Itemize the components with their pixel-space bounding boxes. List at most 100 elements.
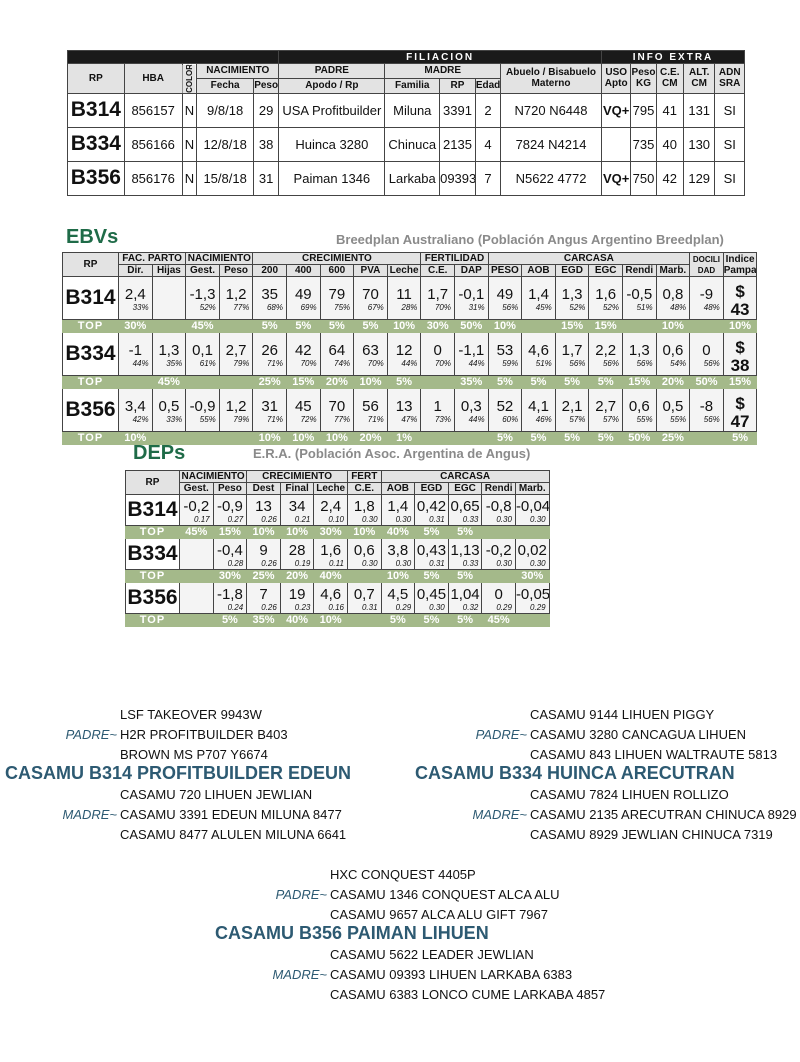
score-accuracy: 45% — [535, 303, 552, 312]
score-cell: -8 56% — [689, 388, 724, 432]
score-accuracy: 0.30 — [361, 559, 378, 568]
top-value: 10% — [722, 319, 758, 333]
score-cell: -0,5 51% — [621, 276, 657, 320]
ebv-title: EBVs — [66, 226, 119, 248]
score-value: 1,3 — [158, 342, 180, 359]
score-accuracy: 44% — [132, 359, 149, 368]
pedigree-line: CASAMU 2135 ARECUTRAN CHINUCA 8929 — [530, 807, 797, 822]
header-cell: 600 — [319, 264, 355, 277]
score-cell: $ 47 — [722, 388, 758, 432]
score-value: 2,4 — [320, 498, 342, 515]
score-value: 1,7 — [561, 342, 583, 359]
top-value: 40% — [279, 613, 315, 627]
top-value: 10% — [319, 431, 355, 445]
header-cell: Peso — [252, 77, 280, 94]
pedigree-line: CASAMU 1346 CONQUEST ALCA ALU — [330, 887, 560, 902]
top-value: 1% — [386, 431, 422, 445]
score-value: 45 — [294, 398, 312, 415]
top-value: 5% — [487, 431, 523, 445]
header-cell: CRECIMIENTO — [252, 252, 422, 265]
top-value — [420, 431, 455, 445]
data-row: B314 2,4 33% -1,3 52% 1,2 77% 35 68% 49 69% 79 75% 70… — [62, 276, 758, 320]
header-cell: ALT. CM — [682, 63, 716, 94]
header-cell: FERT — [346, 470, 382, 483]
top-value: 5% — [588, 431, 623, 445]
score-cell: 4,1 46% — [521, 388, 556, 432]
top-value: 5% — [447, 613, 483, 627]
score-cell: 0,65 0.33 — [447, 494, 483, 526]
score-accuracy: 0.28 — [227, 559, 244, 568]
top-value: 20% — [353, 431, 388, 445]
top-value: 20% — [319, 375, 355, 389]
header-cell: AOB — [380, 482, 416, 495]
score-cell: 1,4 0.30 — [380, 494, 416, 526]
header-cell — [66, 50, 280, 64]
data-cell: Larkaba — [384, 160, 441, 196]
score-accuracy: 0.29 — [530, 603, 546, 612]
header-cell: RP — [125, 470, 180, 495]
score-accuracy: 44% — [468, 359, 485, 368]
top-value: 15% — [588, 319, 623, 333]
pedigree-label: PADRE~ — [275, 887, 327, 902]
score-cell: 1,7 56% — [554, 332, 590, 376]
top-label: TOP — [125, 525, 180, 539]
pedigree-name: CASAMU B314 PROFITBUILDER EDEUN — [5, 763, 352, 783]
data-cell: 38 — [252, 126, 280, 162]
top-value: 5% — [414, 525, 449, 539]
score-cell: 64 74% — [319, 332, 355, 376]
pedigree-line: CASAMU 9144 LIHUEN PIGGY — [530, 707, 715, 722]
score-value: 0,6 — [353, 542, 375, 559]
score-accuracy: 33% — [166, 415, 183, 424]
score-value: 0,6 — [662, 342, 684, 359]
score-cell: 1,7 70% — [420, 276, 455, 320]
pedigree-line: CASAMU 5622 LEADER JEWLIAN — [330, 947, 534, 962]
top-value: 10% — [279, 525, 315, 539]
top-value: 10% — [313, 613, 348, 627]
top-value: 35% — [246, 613, 281, 627]
score-cell — [151, 276, 187, 320]
score-cell: 1,3 35% — [151, 332, 187, 376]
score-cell: 1,3 56% — [621, 332, 657, 376]
top-label: TOP — [125, 569, 180, 583]
header-cell: RP — [67, 63, 125, 94]
data-row: B314 856157 N 9/8/18 29 USA Profitbuilder Milu… — [67, 92, 745, 128]
score-cell: 4,5 0.29 — [380, 582, 416, 614]
top-value: 5% — [521, 431, 556, 445]
top-value — [151, 319, 187, 333]
score-value: $ 43 — [730, 282, 750, 319]
score-cell: 12 44% — [386, 332, 422, 376]
score-accuracy: 73% — [434, 415, 451, 424]
score-value: 1,3 — [561, 286, 583, 303]
score-value: 1,2 — [225, 286, 247, 303]
top-value: 50% — [454, 319, 489, 333]
data-cell: N5622 4772 — [500, 160, 602, 196]
pedigree-line: CASAMU 8477 ALULEN MILUNA 6641 — [120, 827, 347, 842]
score-accuracy: 0.31 — [429, 559, 445, 568]
score-value: 1,6 — [595, 286, 617, 303]
score-accuracy: 56% — [602, 359, 619, 368]
score-value: 12 — [395, 342, 413, 359]
header-cell: EGD — [554, 264, 590, 277]
score-accuracy: 79% — [233, 415, 250, 424]
score-value: 2,7 — [595, 398, 617, 415]
score-accuracy: 74% — [334, 359, 351, 368]
top-value: 40% — [313, 569, 348, 583]
score-accuracy: 0.26 — [261, 603, 277, 612]
score-accuracy: 61% — [199, 359, 216, 368]
header-row: RP NACIMIENTO CRECIMIENTO FERT CARCASA — [125, 470, 550, 495]
data-cell: SI — [714, 160, 745, 196]
rp-cell: B356 — [62, 388, 119, 432]
score-accuracy: 70% — [300, 359, 317, 368]
score-accuracy: 77% — [233, 303, 250, 312]
score-value: -0,9 — [216, 498, 243, 515]
score-accuracy: 0.23 — [294, 603, 311, 612]
score-cell: 1,13 0.33 — [447, 538, 483, 570]
top-value: 10% — [380, 569, 416, 583]
data-cell: 7824 N4214 — [500, 126, 602, 162]
top-value — [481, 569, 516, 583]
data-row: B356 3,4 42% 0,5 33% -0,9 55% 1,2 79% 31 71% 45 72% 7… — [62, 388, 758, 432]
header-cell: FILIACION — [278, 50, 602, 64]
score-cell: -1,1 44% — [454, 332, 489, 376]
top-value: 5% — [380, 613, 416, 627]
top-value: 10% — [386, 319, 422, 333]
